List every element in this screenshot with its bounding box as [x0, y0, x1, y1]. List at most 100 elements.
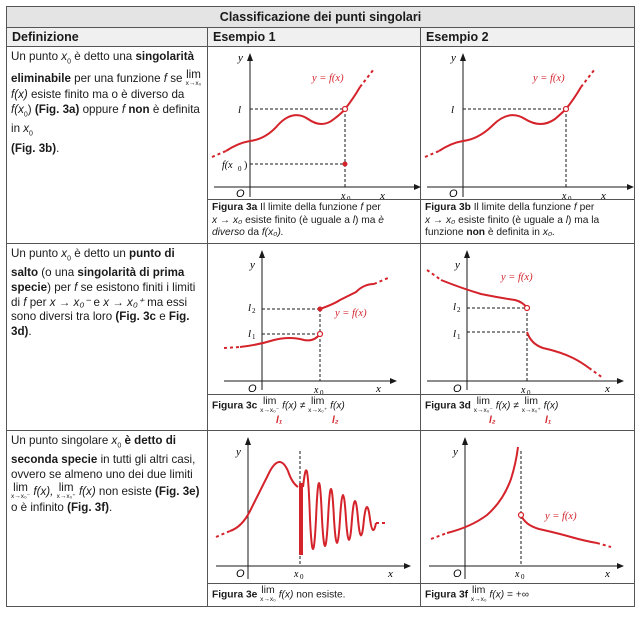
figure-3e-cell: y x O x 0 Figura 3e lim x→x₀ f(x) non esi…: [207, 429, 421, 607]
label-l1: l: [248, 328, 251, 340]
figure-3a-graph: y x O x 0 l f(x 0 ) y = f(x): [211, 52, 421, 199]
hole-point: [316, 330, 324, 337]
curve-left-dashed: [430, 531, 448, 540]
caption-title: Figura 3a: [212, 202, 258, 213]
math-f: f: [360, 202, 364, 213]
curve-right-dashed: [596, 541, 612, 548]
label-l: l: [451, 104, 454, 116]
text: da: [244, 227, 262, 238]
math-x-to-x0: x → x₀: [425, 214, 456, 226]
curve-label: y = f(x): [532, 73, 565, 84]
curve-dashed-left: [211, 150, 227, 158]
hole-point: [523, 304, 531, 311]
label-x0: x: [340, 191, 346, 199]
text: Un punto: [11, 246, 62, 260]
label-fx0-close: ): [244, 160, 247, 171]
classification-table: Classificazione dei punti singolari Defi…: [5, 6, 636, 607]
label-x0-sub: 0: [300, 573, 304, 581]
caption-3d: Figura 3d lim x→x₀⁻ f(x) ≠ lim x→x₀⁺ f(x) …: [421, 393, 635, 430]
limit: lim x→x₀: [260, 583, 276, 603]
limit-right: lim x→x₀⁺: [521, 394, 541, 414]
math-fx: f(x): [278, 589, 294, 601]
math-f: f: [163, 71, 167, 85]
curve-right: [319, 282, 375, 310]
ref-fig-3e: (Fig. 3e): [155, 484, 200, 498]
text: Il limite della funzione: [257, 202, 361, 213]
text: ) ma la funzione: [425, 214, 600, 239]
term-prima-specie: singolarità di prima specie: [11, 266, 185, 294]
limit-right: lim x→x₀⁺: [56, 480, 76, 500]
math-x-right: x → x₀⁺: [103, 295, 144, 309]
text-italic: è diverso: [212, 214, 384, 239]
figure-3b-cell: y x O x 0 l y = f(x) Figura 3b Il limite…: [419, 46, 636, 244]
x-axis-arrow-icon: [627, 184, 634, 190]
x-axis-arrow-icon: [617, 377, 624, 384]
label-origin: O: [236, 188, 245, 199]
definition-salto: Un punto x0 è detto un punto di salto (o…: [6, 242, 208, 431]
text: .: [108, 500, 113, 514]
y-axis-arrow-icon: [247, 53, 253, 61]
math-f: f: [121, 102, 126, 116]
figure-3d-cell: y x O x 0 l 2 l 1 y = f(x) Figura: [419, 242, 636, 431]
hole-point: [517, 511, 525, 518]
math-l: l: [352, 214, 356, 226]
label-x: x: [604, 383, 610, 394]
hole-point: [562, 105, 570, 113]
label-x0-sub: 0: [320, 389, 324, 394]
math-x: x: [61, 246, 68, 260]
label-l1: l: [453, 328, 456, 340]
oscillation-dense: [299, 482, 303, 555]
limit-left: lim x→x₀⁻: [260, 394, 280, 414]
text: per: [576, 202, 595, 213]
curve-left: [239, 332, 321, 348]
caption-title: Figura 3c: [212, 400, 258, 412]
classification-table-sheet: Classificazione dei punti singolari Defi…: [5, 6, 636, 622]
text: .: [56, 142, 60, 156]
term-non: non: [125, 102, 150, 116]
curve-left: [440, 278, 528, 309]
label-x0: x: [313, 385, 319, 394]
label-x: x: [375, 383, 381, 394]
text: Un punto: [11, 50, 62, 63]
label-origin: O: [236, 568, 245, 580]
text: è detto una: [70, 50, 136, 63]
label-l1-sub: 1: [252, 333, 256, 341]
text: esiste finito (è uguale a: [242, 214, 353, 226]
hole-point: [341, 105, 349, 113]
definition-eliminabile: Un punto x0 è detto una singolarità elim…: [6, 46, 208, 244]
curve-left-dashed: [215, 529, 231, 538]
neq: ≠: [513, 400, 519, 412]
label-y: y: [450, 52, 456, 64]
text: se: [166, 71, 186, 85]
underbrace-l2: l₂: [332, 414, 339, 426]
math-x-to-x0: x → x₀: [212, 214, 243, 226]
label-x: x: [387, 568, 393, 580]
header-esempio-1: Esempio 1: [207, 27, 421, 47]
label-x0: x: [561, 191, 567, 199]
y-axis-arrow-icon: [259, 249, 265, 258]
figure-3b-graph: y x O x 0 l y = f(x): [424, 52, 634, 199]
text: e: [155, 310, 169, 324]
caption-3b: Figura 3b Il limite della funzione f per…: [421, 199, 635, 243]
text: in tutti gli altri casi, ovvero se almen…: [11, 453, 196, 481]
label-x0-sub: 0: [347, 195, 351, 199]
underbrace-l1: l₁: [276, 414, 283, 426]
math-x-left: x → x₀⁻: [49, 295, 91, 309]
text: ) ma: [355, 214, 379, 226]
text-bold: non: [466, 227, 486, 238]
curve-label: y = f(x): [500, 272, 533, 283]
label-x: x: [379, 190, 385, 199]
x-axis-arrow-icon: [617, 562, 624, 569]
term-seconda-specie: è detto di seconda specie: [11, 433, 176, 467]
caption-title: Figura 3b: [425, 202, 471, 213]
math-x: x: [61, 50, 68, 63]
underbrace-l2: l₂: [489, 414, 496, 426]
math-l: l: [565, 214, 569, 226]
curve-right-dashed: [588, 366, 604, 379]
curve-label: y = f(x): [334, 308, 367, 319]
math-fx0: f(x: [11, 102, 24, 116]
label-x0: x: [514, 569, 520, 580]
label-y: y: [235, 446, 241, 458]
math-fx: f(x),: [33, 484, 54, 498]
label-x: x: [604, 568, 610, 580]
